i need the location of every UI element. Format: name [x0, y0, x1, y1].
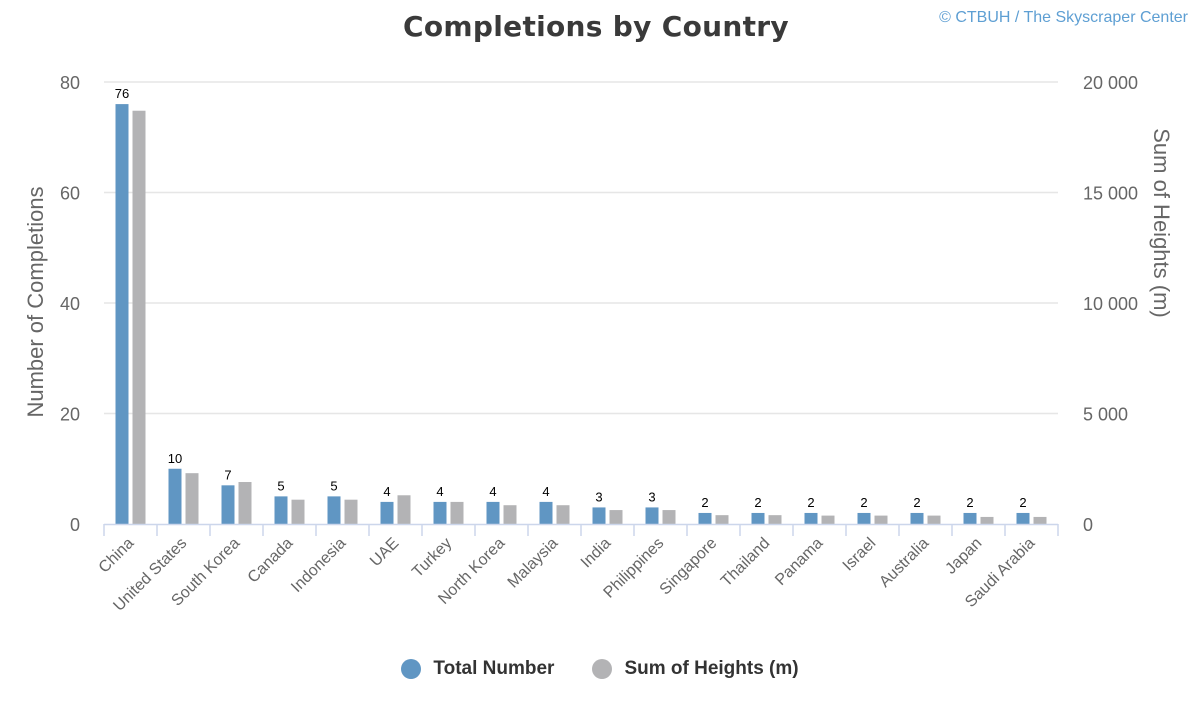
data-label: 4: [489, 484, 496, 499]
legend-item-total-number[interactable]: Total Number: [401, 658, 554, 680]
legend-item-sum-of-heights[interactable]: Sum of Heights (m): [592, 658, 799, 680]
data-label: 4: [542, 484, 549, 499]
bar-total-number[interactable]: [857, 512, 871, 524]
bar-sum-of-heights[interactable]: [662, 510, 676, 524]
bar-sum-of-heights[interactable]: [291, 499, 305, 524]
bar-sum-of-heights[interactable]: [397, 495, 411, 524]
data-label: 2: [913, 495, 920, 510]
bar-total-number[interactable]: [645, 507, 659, 524]
data-label: 5: [277, 478, 284, 493]
data-label: 2: [701, 495, 708, 510]
x-category-label: Singapore: [657, 535, 721, 599]
x-category-label: Malaysia: [505, 535, 562, 592]
y-tick-label: 60: [60, 184, 80, 204]
data-label: 7: [224, 467, 231, 482]
bar-total-number[interactable]: [1016, 512, 1030, 524]
bar-total-number[interactable]: [910, 512, 924, 524]
data-label: 2: [807, 495, 814, 510]
data-label: 3: [595, 489, 602, 504]
x-category-label: Indonesia: [288, 535, 349, 596]
y-right-tick-label: 20 000: [1083, 73, 1138, 93]
bar-sum-of-heights[interactable]: [874, 515, 888, 524]
y-tick-label: 0: [70, 515, 80, 535]
bar-total-number[interactable]: [274, 496, 288, 524]
x-category-label: UAE: [367, 535, 402, 570]
gridlines: [104, 81, 1058, 415]
y-right-tick-label: 5 000: [1083, 405, 1128, 425]
y-tick-label: 80: [60, 73, 80, 93]
data-label: 2: [1019, 495, 1026, 510]
bar-sum-of-heights[interactable]: [132, 110, 146, 524]
x-category-label: India: [578, 535, 615, 572]
bar-sum-of-heights[interactable]: [927, 515, 941, 524]
bar-total-number[interactable]: [433, 501, 447, 524]
data-label: 2: [754, 495, 761, 510]
bar-total-number[interactable]: [115, 104, 129, 524]
bar-sum-of-heights[interactable]: [503, 505, 517, 524]
data-label: 5: [330, 478, 337, 493]
y-axis-left-title: Number of Completions: [23, 186, 48, 417]
x-category-label: Turkey: [409, 535, 455, 581]
y-axis-right-title: Sum of Heights (m): [1149, 128, 1174, 318]
data-label: 4: [436, 484, 443, 499]
bar-sum-of-heights[interactable]: [821, 515, 835, 524]
bar-sum-of-heights[interactable]: [344, 499, 358, 524]
bar-sum-of-heights[interactable]: [1033, 516, 1047, 524]
bar-total-number[interactable]: [698, 512, 712, 524]
chart-title: Completions by Country: [403, 10, 789, 43]
legend: Total Number Sum of Heights (m): [0, 658, 1200, 680]
x-category-label: Panama: [772, 535, 826, 589]
data-label: 2: [966, 495, 973, 510]
y-right-tick-label: 15 000: [1083, 184, 1138, 204]
bar-sum-of-heights[interactable]: [450, 501, 464, 524]
x-category-label: China: [96, 535, 138, 577]
bar-total-number[interactable]: [327, 496, 341, 524]
bar-sum-of-heights[interactable]: [715, 515, 729, 524]
circle-marker-icon: [592, 659, 613, 679]
x-category-label: Canada: [245, 535, 297, 587]
y-tick-label: 40: [60, 294, 80, 314]
data-label: 3: [648, 489, 655, 504]
bar-total-number[interactable]: [168, 468, 182, 524]
legend-label: Sum of Heights (m): [624, 658, 799, 679]
x-category-label: Israel: [840, 535, 880, 575]
bar-total-number[interactable]: [221, 485, 235, 524]
y-tick-label: 20: [60, 405, 80, 425]
bar-series: 76 10 7 5 5 4 4 4 4 3 3 2 2 2 2 2 2 2: [115, 86, 1047, 524]
bar-sum-of-heights[interactable]: [185, 473, 199, 524]
bar-total-number[interactable]: [804, 512, 818, 524]
bar-sum-of-heights[interactable]: [609, 510, 623, 524]
x-category-label: Thailand: [718, 535, 773, 590]
bar-sum-of-heights[interactable]: [980, 516, 994, 524]
bar-sum-of-heights[interactable]: [238, 482, 252, 524]
data-label: 4: [383, 484, 390, 499]
bar-sum-of-heights[interactable]: [556, 505, 570, 524]
y-axis-right: 0 5 000 10 000 15 000 20 000: [1083, 73, 1138, 535]
bar-total-number[interactable]: [963, 512, 977, 524]
bar-total-number[interactable]: [592, 507, 606, 524]
bar-total-number[interactable]: [539, 501, 553, 524]
circle-marker-icon: [401, 659, 422, 679]
x-category-label: Australia: [876, 535, 932, 591]
y-axis-left: 0 20 40 60 80: [60, 73, 80, 535]
bar-total-number[interactable]: [380, 501, 394, 524]
y-right-tick-label: 10 000: [1083, 294, 1138, 314]
data-label: 10: [168, 451, 182, 466]
bar-total-number[interactable]: [486, 501, 500, 524]
data-label: 2: [860, 495, 867, 510]
x-category-label: Japan: [942, 535, 985, 578]
bar-sum-of-heights[interactable]: [768, 515, 782, 524]
bar-total-number[interactable]: [751, 512, 765, 524]
credit-link[interactable]: © CTBUH / The Skyscraper Center: [939, 9, 1188, 26]
data-label: 76: [115, 86, 129, 101]
legend-label: Total Number: [433, 658, 555, 679]
y-right-tick-label: 0: [1083, 515, 1093, 535]
